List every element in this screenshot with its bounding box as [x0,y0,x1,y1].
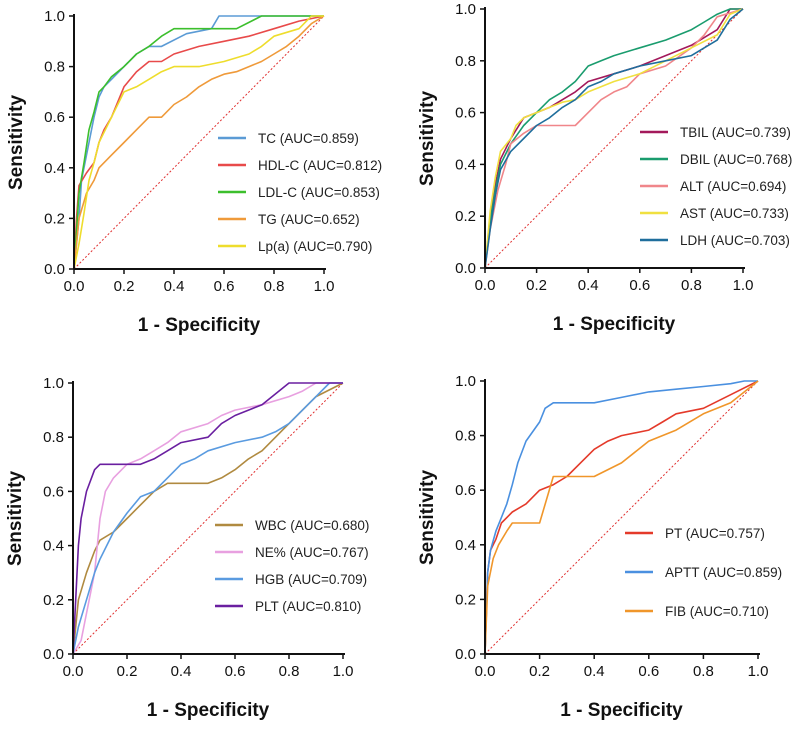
roc-curve-ne [72,382,343,655]
y-axis-title: Sensitivity [417,470,438,565]
legend-label: ALT (AUC=0.694) [680,179,786,194]
x-tick-label: 0.0 [475,663,496,680]
roc-panel-3: 0.0 0.2 0.4 0.6 0.8 1.0 0.0 0.2 0.4 0.6 0.8 1.0 1 - … [5,375,369,721]
legend-label: HGB (AUC=0.709) [255,572,367,587]
legend-label: Lp(a) (AUC=0.790) [258,239,372,254]
x-tick-label: 0.4 [164,278,185,295]
legend-label: LDL-C (AUC=0.853) [258,185,380,200]
y-tick-label: 1.0 [44,8,65,25]
legend-label: PT (AUC=0.757) [665,526,765,541]
y-tick-label: 1.0 [455,373,476,390]
y-tick-label: 0.8 [44,59,65,76]
y-tick-label: 0.8 [455,53,476,70]
y-tick-label: 0.2 [455,208,476,225]
y-tick-label: 0.6 [455,482,476,499]
y-tick-label: 0.0 [44,261,65,278]
y-tick-label: 0.8 [43,429,64,446]
x-tick-label: 0.8 [264,278,285,295]
legend-label: HDL-C (AUC=0.812) [258,158,382,173]
reference-diagonal-line [484,380,759,655]
x-tick-label: 1.0 [333,663,354,680]
y-tick-label: 0.4 [455,537,476,554]
roc-curve-fib [484,380,759,655]
legend-label: TBIL (AUC=0.739) [680,125,791,140]
y-tick-label: 1.0 [455,1,476,18]
roc-curve-lpa [73,15,324,270]
x-tick-label: 1.0 [733,277,754,294]
y-tick-label: 0.0 [43,646,64,663]
x-tick-label: 0.6 [629,277,650,294]
roc-curve-pt [484,380,759,655]
legend: TBIL (AUC=0.739) DBIL (AUC=0.768) ALT (AUC… [640,125,792,248]
roc-curve-ldlc [73,15,324,270]
y-tick-label: 0.0 [455,646,476,663]
y-axis-title: Sensitivity [417,91,438,186]
legend: PT (AUC=0.757) APTT (AUC=0.859) FIB (AUC=0… [625,526,782,619]
x-axis-title: 1 - Specificity [147,700,270,721]
x-tick-label: 0.2 [529,663,550,680]
legend-label: NE% (AUC=0.767) [255,545,369,560]
legend-label: PLT (AUC=0.810) [255,599,361,614]
legend: WBC (AUC=0.680) NE% (AUC=0.767) HGB (AUC=0… [215,518,369,614]
x-tick-label: 0.4 [584,663,605,680]
roc-curve-hgb [72,382,343,655]
x-tick-label: 0.8 [681,277,702,294]
y-tick-label: 0.0 [455,260,476,277]
x-tick-label: 0.6 [225,663,246,680]
x-tick-label: 0.4 [578,277,599,294]
roc-curve-hdlc [73,15,325,270]
reference-diagonal-line [73,15,325,270]
y-tick-label: 0.8 [455,428,476,445]
legend-label: DBIL (AUC=0.768) [680,152,792,167]
legend-label: APTT (AUC=0.859) [665,565,782,580]
y-tick-label: 0.2 [44,210,65,227]
y-axis-title: Sensitivity [6,95,27,190]
roc-curve-dbil [484,8,743,269]
x-tick-label: 0.0 [64,278,85,295]
x-tick-label: 0.6 [638,663,659,680]
x-axis-title: 1 - Specificity [560,700,683,721]
x-tick-label: 0.6 [214,278,235,295]
y-tick-label: 0.4 [43,538,64,555]
roc-curve-tg [73,15,325,270]
x-tick-label: 0.2 [526,277,547,294]
roc-curve-plt [72,382,343,655]
x-tick-label: 1.0 [748,663,769,680]
x-tick-label: 0.2 [117,663,138,680]
y-tick-label: 0.2 [455,591,476,608]
y-tick-label: 0.4 [455,156,476,173]
x-tick-label: 0.0 [63,663,84,680]
legend-label: FIB (AUC=0.710) [665,604,769,619]
y-tick-label: 0.4 [44,160,65,177]
roc-curve-ast [484,8,744,269]
roc-curve-ldh [484,8,744,269]
roc-curve-aptt [484,380,758,655]
legend-label: LDH (AUC=0.703) [680,233,790,248]
roc-panel-1: 0.0 0.2 0.4 0.6 0.8 1.0 0.0 0.2 0.4 0.6 0.8 1.0 1 - … [6,8,382,336]
legend-label: AST (AUC=0.733) [680,206,789,221]
y-tick-label: 0.2 [43,592,64,609]
roc-panel-2: 0.0 0.2 0.4 0.6 0.8 1.0 0.0 0.2 0.4 0.6 0.8 1.0 1 - … [417,1,792,335]
y-tick-label: 1.0 [43,375,64,392]
legend-label: WBC (AUC=0.680) [255,518,369,533]
x-tick-label: 0.0 [475,277,496,294]
x-tick-label: 0.4 [171,663,192,680]
y-axis-title: Sensitivity [5,471,26,566]
x-tick-label: 0.8 [693,663,714,680]
legend-label: TG (AUC=0.652) [258,212,360,227]
y-tick-label: 0.6 [455,105,476,122]
x-tick-label: 0.2 [114,278,135,295]
x-tick-label: 0.8 [279,663,300,680]
x-tick-label: 1.0 [314,278,335,295]
y-tick-label: 0.6 [43,483,64,500]
legend-label: TC (AUC=0.859) [258,131,359,146]
legend: TC (AUC=0.859) HDL-C (AUC=0.812) LDL-C (AU… [218,131,382,254]
roc-panel-4: 0.0 0.2 0.4 0.6 0.8 1.0 0.0 0.2 0.4 0.6 0.8 1.0 1 - … [417,373,782,721]
y-tick-label: 0.6 [44,109,65,126]
x-axis-title: 1 - Specificity [553,314,676,335]
x-axis-title: 1 - Specificity [138,315,261,336]
reference-diagonal-line [484,8,744,269]
